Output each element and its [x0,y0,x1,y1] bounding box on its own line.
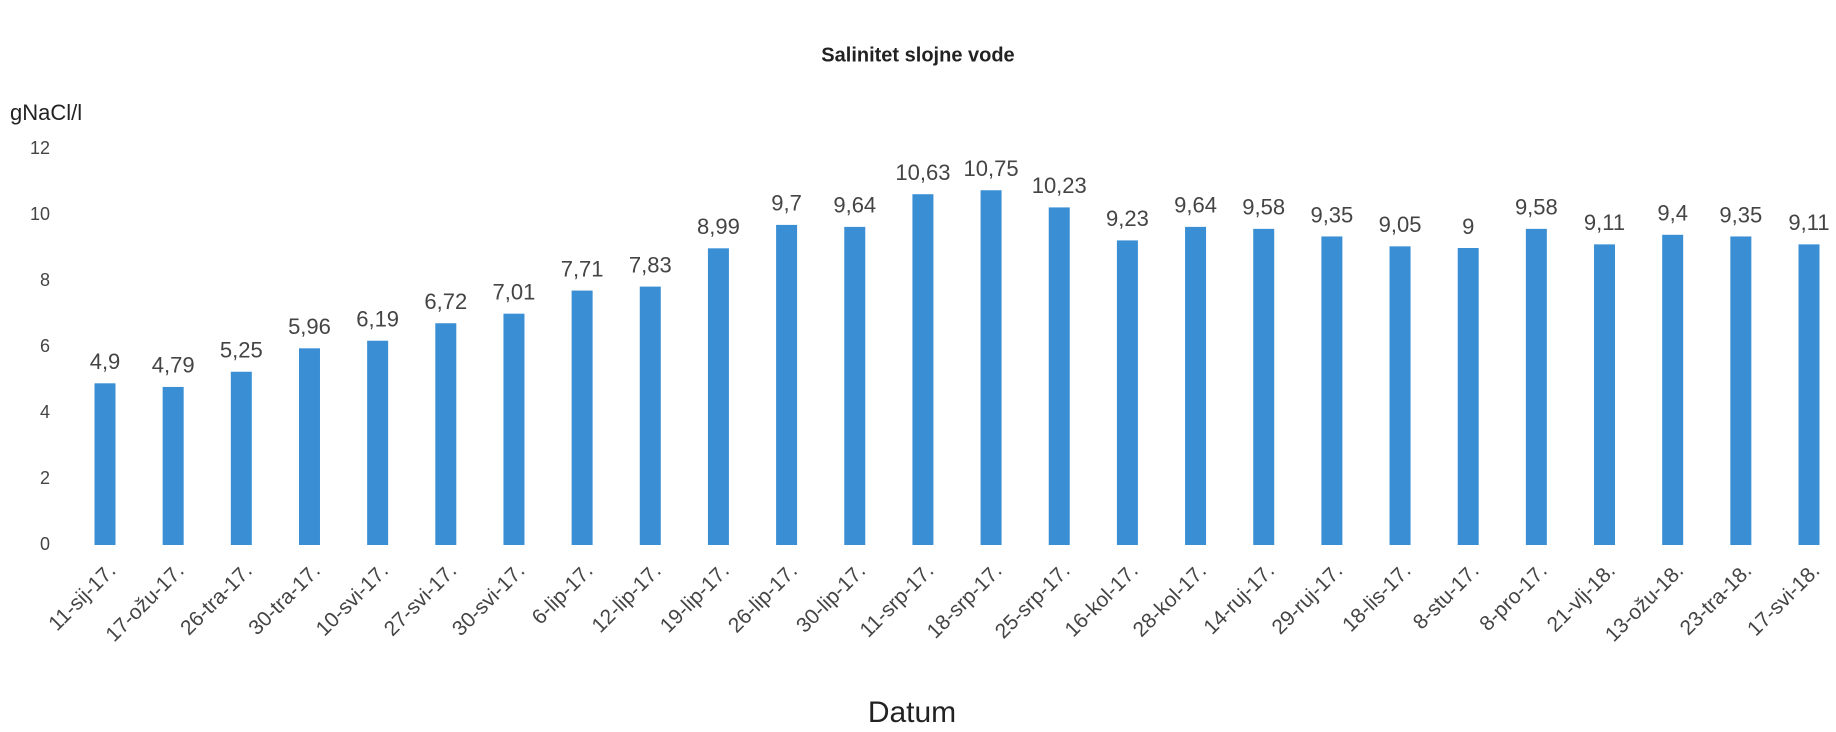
bar [298,348,320,545]
x-tick-label: 30-tra-17. [244,559,325,640]
y-tick-label: 4 [40,402,50,422]
data-label: 9,35 [1719,202,1762,227]
bar [1798,244,1820,545]
chart-title: Salinitet slojne vode [821,44,1014,66]
x-tick-label: 8-stu-17. [1409,559,1484,634]
bar [1457,248,1479,545]
bar [776,224,798,545]
data-label: 5,25 [220,338,263,363]
x-tick-label: 23-tra-18. [1676,559,1757,640]
x-tick-label: 27-svi-17. [380,559,461,640]
data-label: 7,71 [561,256,604,281]
data-label: 9,4 [1657,201,1688,226]
x-tick-label: 30-svi-17. [448,559,529,640]
data-label: 4,79 [152,353,195,378]
data-label: 9,11 [1788,210,1829,235]
x-tick-label: 19-lip-17. [656,559,734,637]
x-tick-label: 26-tra-17. [176,559,257,640]
bar [230,371,252,545]
x-tick-label: 29-ruj-17. [1268,559,1348,639]
bar [1662,234,1684,546]
y-tick-label: 6 [40,336,50,356]
bar [980,190,1002,545]
y-tick-label: 12 [30,138,50,158]
bar [94,383,116,545]
data-label: 9,35 [1310,202,1353,227]
x-tick-label: 16-kol-17. [1061,559,1143,641]
data-label: 9,64 [1174,193,1217,218]
y-tick-label: 10 [30,204,50,224]
bar [571,290,593,545]
bar [707,248,729,545]
bar [639,286,661,545]
bar [503,313,525,545]
data-label: 9,64 [833,193,876,218]
data-label: 8,99 [697,214,740,239]
x-tick-label: 28-kol-17. [1129,559,1211,641]
data-label: 5,96 [288,314,331,339]
bar [1321,236,1343,545]
data-label: 7,01 [493,279,536,304]
bar [844,226,866,545]
bar [1048,207,1070,545]
bar [1116,240,1138,545]
data-label: 9,58 [1515,195,1558,220]
data-label: 9,11 [1584,210,1625,235]
bar [1253,228,1275,546]
bar [1730,236,1752,545]
x-tick-label: 25-srp-17. [991,559,1075,643]
y-tick-label: 0 [40,534,50,554]
data-label: 4,9 [90,349,121,374]
x-tick-label: 6-lip-17. [528,559,598,629]
x-tick-label: 26-lip-17. [724,559,802,637]
data-label: 6,72 [424,289,467,314]
bar [912,194,934,545]
x-axis-label: Datum [868,696,956,729]
data-label: 9,58 [1242,195,1285,220]
data-label: 9,7 [771,191,802,216]
y-tick-label: 8 [40,270,50,290]
bar [1389,246,1411,545]
bar [367,340,389,545]
x-tick-label: 17-svi-18. [1743,559,1824,640]
bar [1525,228,1547,546]
data-label: 7,83 [629,252,672,277]
data-label: 9,23 [1106,206,1149,231]
y-tick-label: 2 [40,468,50,488]
data-label: 10,63 [895,160,950,185]
data-label: 9,05 [1379,212,1422,237]
x-tick-label: 8-pro-17. [1475,559,1552,636]
x-tick-label: 12-lip-17. [588,559,666,637]
x-tick-label: 10-svi-17. [312,559,393,640]
bar [162,386,184,545]
bar [1594,244,1616,545]
x-tick-label: 18-lis-17. [1338,559,1415,636]
data-label: 6,19 [356,307,399,332]
data-label: 10,23 [1032,173,1087,198]
y-axis-label: gNaCl/l [10,100,82,125]
bar [435,323,457,545]
bar [1185,226,1207,545]
data-label: 10,75 [964,156,1019,181]
x-tick-label: 14-ruj-17. [1199,559,1279,639]
data-label: 9 [1462,214,1474,239]
